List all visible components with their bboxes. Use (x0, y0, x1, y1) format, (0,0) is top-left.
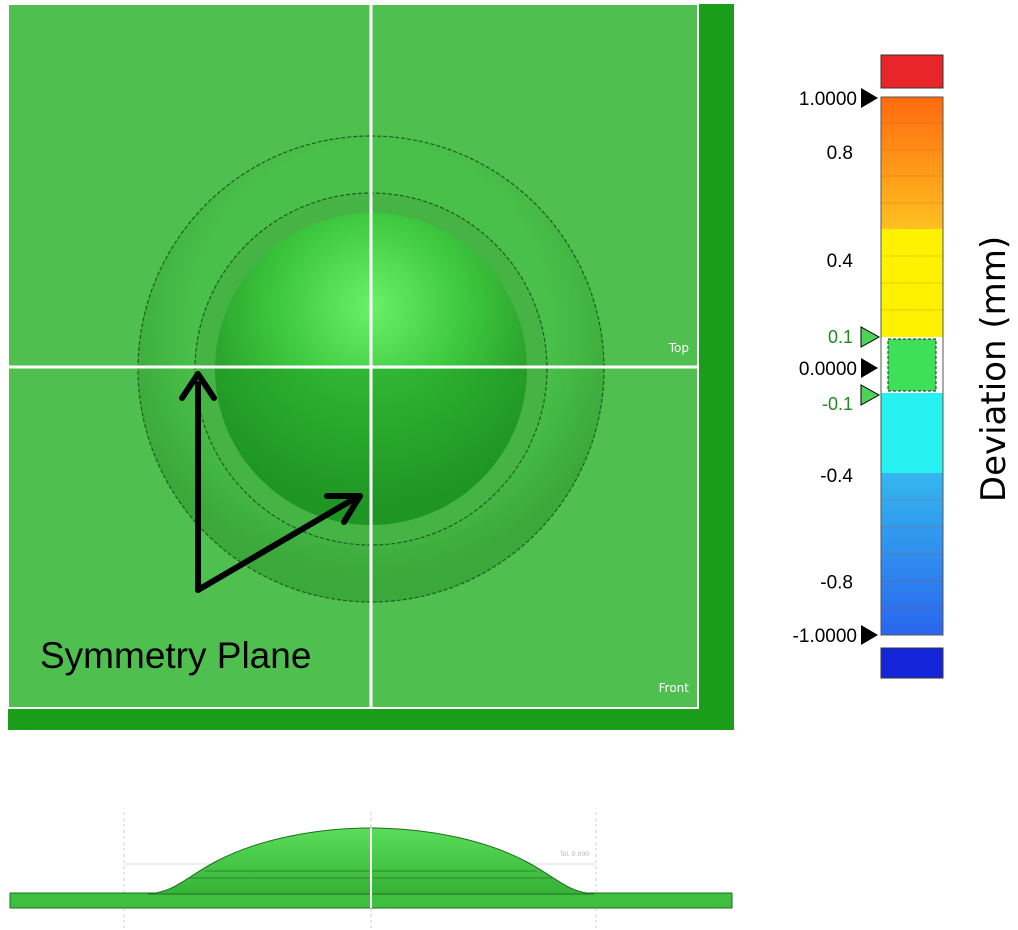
scale-title: Deviation (mm) (974, 236, 1014, 502)
scale-frame (880, 96, 944, 636)
view-label-top: Top (668, 341, 689, 355)
upper-tol-label: 0.1 (828, 327, 853, 347)
min-label: -1.0000 (793, 626, 857, 647)
profile-faint-label: Tol. 0.000 (559, 851, 589, 858)
view-label-front: Front (659, 681, 690, 695)
scale-tick-label: -0.8 (820, 573, 853, 594)
scale-tick-label: 0.8 (827, 143, 853, 164)
max-marker (861, 88, 878, 108)
lower-tol-label: -0.1 (822, 394, 853, 414)
arrow-up-head (179, 371, 217, 401)
flange-outline (137, 135, 605, 603)
upper-tol-marker (860, 326, 881, 348)
viewport-border (7, 3, 699, 709)
scale-tick-label: -0.4 (820, 466, 853, 487)
band-cyan (881, 393, 943, 473)
scale-tick-label: 0.4 (827, 251, 854, 272)
nominal-label: 0.0000 (799, 359, 857, 380)
under-min-swatch (880, 647, 944, 679)
side-profile-panel: Tol. 0.000 (9, 812, 733, 928)
band-orange (881, 97, 943, 229)
scale-ticks: 0.8 0.4 -0.4 -0.8 (820, 143, 853, 594)
lower-tol-marker (860, 384, 881, 406)
over-max-swatch (880, 54, 944, 89)
band-separators (881, 122, 943, 609)
symmetry-plane-label: Symmetry Plane (40, 635, 311, 676)
min-marker (861, 625, 878, 645)
arrow-diag-head (324, 493, 363, 525)
nominal-marker (861, 358, 878, 378)
model-view-panel[interactable]: Top Front Symmetry Plane (7, 3, 734, 730)
in-tolerance-swatch (887, 338, 937, 392)
color-scale: 1.0000 0.0000 -1.0000 0.1 -0.1 0.8 0.4 -0.… (793, 54, 1014, 679)
max-label: 1.0000 (799, 89, 857, 110)
symmetry-arrows (179, 371, 363, 593)
arrow-diag-shaft (195, 497, 355, 593)
